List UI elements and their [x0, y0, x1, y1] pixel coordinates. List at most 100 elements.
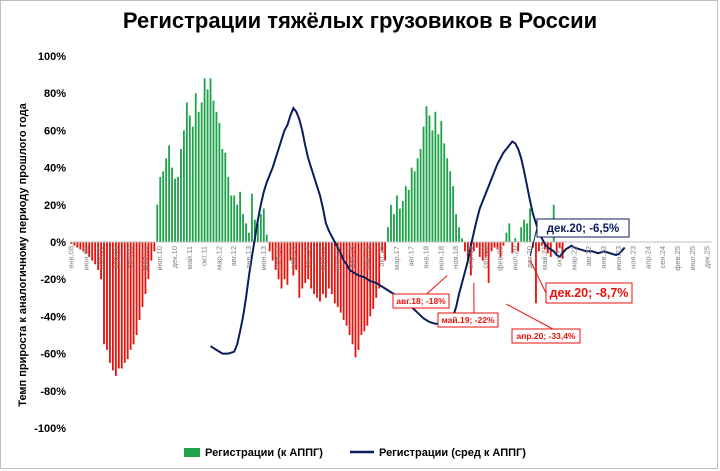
bar	[319, 242, 321, 302]
bar	[286, 242, 289, 285]
average-line	[209, 106, 626, 355]
bar	[499, 242, 502, 257]
bar	[360, 242, 363, 335]
bar	[529, 208, 531, 242]
bar	[109, 242, 111, 363]
bar	[106, 242, 108, 350]
bar	[416, 158, 419, 242]
bar	[76, 242, 79, 248]
bar	[520, 227, 523, 242]
annotation-box	[545, 282, 633, 304]
bar	[434, 111, 437, 242]
bar	[268, 242, 271, 252]
bar	[123, 242, 126, 363]
bar	[396, 195, 398, 242]
y-tick-label: 100%	[38, 51, 66, 63]
bar	[307, 242, 310, 280]
bar	[342, 242, 345, 321]
y-axis-title: Темп прироста к аналогичному периоду про…	[17, 102, 29, 406]
bar	[327, 242, 330, 289]
annotation-label: апр.20; -33,4%	[517, 331, 576, 341]
y-tick-label: -80%	[40, 386, 66, 398]
x-tick-label: ноя.23	[629, 246, 638, 269]
bar	[230, 195, 233, 242]
bar	[70, 242, 73, 244]
x-tick-label: июн.13	[259, 246, 268, 270]
bar	[354, 242, 357, 358]
bar	[446, 158, 449, 242]
bar	[150, 242, 153, 261]
x-tick-label: фев.20	[496, 246, 505, 271]
x-tick-label: дек.10	[170, 246, 179, 268]
bar	[493, 242, 496, 248]
bar	[514, 238, 517, 242]
x-tick-label: июл.10	[155, 246, 164, 270]
x-tick-label: июл.25	[688, 246, 697, 270]
bar	[206, 89, 209, 242]
x-tick-label: июн.08	[81, 246, 90, 270]
bar	[129, 242, 132, 350]
x-tick-label: сен.14	[303, 246, 312, 269]
bar	[330, 242, 333, 295]
bar	[490, 242, 493, 252]
annotations: дек.20; -6,5% дек.20; -8,7% авг.18; -18% ма…	[392, 218, 633, 344]
bar	[239, 191, 242, 242]
bar	[431, 130, 434, 242]
bar	[467, 242, 469, 261]
legend-bar-swatch	[184, 448, 200, 457]
bar	[88, 242, 91, 257]
bar	[526, 223, 529, 242]
bar	[369, 242, 372, 317]
x-tick-label: окт.16	[377, 246, 386, 267]
bar	[259, 214, 262, 242]
bar	[79, 242, 82, 250]
x-tick-label: дек.15	[348, 246, 357, 268]
bar	[141, 242, 144, 308]
y-tick-label: 60%	[44, 125, 66, 137]
x-tick-label: окт.11	[200, 246, 209, 266]
bar	[277, 242, 280, 280]
bar	[147, 242, 150, 280]
bar	[313, 242, 315, 295]
x-tick-label: сен.19	[481, 246, 490, 269]
bar	[117, 242, 120, 369]
bar	[159, 176, 162, 242]
x-tick-label: сен.09	[126, 246, 135, 269]
x-tick-label: май.11	[185, 246, 194, 269]
legend: Регистрации (к АППГ) Регистрации (сред к…	[184, 447, 526, 459]
bar	[410, 167, 413, 242]
bar	[390, 204, 392, 242]
bar	[464, 242, 466, 252]
bar	[375, 242, 378, 298]
x-tick-label: июн.18	[436, 246, 445, 270]
bar	[540, 242, 543, 246]
x-axis-ticks: янв.08 июн.08 ноя.08 апр.09 сен.09 фев.10 июл.…	[67, 246, 712, 271]
bar	[304, 242, 307, 283]
bar-series	[70, 78, 564, 376]
bar	[171, 167, 173, 242]
bar	[191, 126, 194, 242]
x-tick-label: сен.24	[658, 246, 667, 269]
bar	[372, 242, 375, 309]
bar	[200, 102, 203, 242]
bar	[97, 242, 100, 270]
bar	[120, 242, 123, 369]
bar	[233, 195, 236, 242]
x-tick-label: авг.12	[229, 246, 238, 266]
bar	[165, 158, 168, 242]
bar	[100, 242, 102, 280]
bar	[153, 242, 156, 252]
bar	[236, 204, 239, 242]
bar	[366, 242, 369, 326]
bar	[215, 111, 218, 242]
bar	[478, 242, 481, 257]
x-tick-label: окт.21	[555, 246, 564, 267]
bar	[162, 171, 165, 242]
bar	[114, 242, 117, 376]
y-tick-label: -100%	[34, 423, 66, 435]
bar	[348, 242, 351, 335]
bar	[351, 242, 354, 345]
x-tick-label: янв.23	[599, 246, 608, 269]
x-tick-label: июн.23	[614, 246, 623, 270]
bar	[85, 242, 88, 254]
